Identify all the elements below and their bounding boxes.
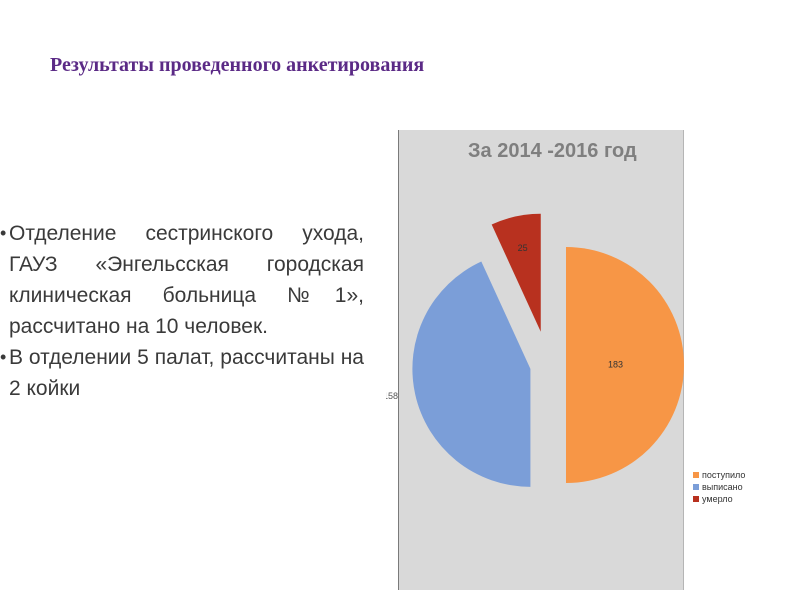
data-label-admitted: 183 bbox=[608, 359, 623, 369]
bullet-list: Отделение сестринского ухода, ГАУЗ «Энге… bbox=[0, 218, 364, 404]
bullet-item-wards: В отделении 5 палат, рассчитаны на 2 кой… bbox=[0, 342, 364, 404]
chart-title: За 2014 -2016 год bbox=[468, 140, 637, 162]
clipped-data-label: 158 bbox=[386, 391, 398, 401]
legend-item-discharged: выписано bbox=[693, 481, 745, 493]
legend-label: поступило bbox=[702, 470, 746, 480]
pie-chart: За 2014 -2016 год 183 25 поступило выписа… bbox=[398, 130, 745, 590]
bullet-item-department: Отделение сестринского ухода, ГАУЗ «Энге… bbox=[0, 218, 364, 342]
legend-item-admitted: поступило bbox=[693, 469, 745, 481]
legend-label: выписано bbox=[702, 482, 743, 492]
slide-title: Результаты проведенного анкетирования bbox=[50, 54, 425, 76]
data-label-died: 25 bbox=[518, 243, 528, 253]
pie-svg: 183 25 bbox=[412, 213, 684, 487]
legend-item-died: умерло bbox=[693, 493, 745, 505]
legend-swatch bbox=[693, 496, 699, 502]
chart-legend: поступило выписано умерло bbox=[693, 469, 745, 505]
legend-swatch bbox=[693, 472, 699, 478]
pie-slice-discharged bbox=[412, 261, 531, 487]
pie-slice-admitted bbox=[566, 247, 684, 483]
pie-slice-died bbox=[491, 213, 541, 332]
legend-label: умерло bbox=[702, 494, 733, 504]
legend-swatch bbox=[693, 484, 699, 490]
